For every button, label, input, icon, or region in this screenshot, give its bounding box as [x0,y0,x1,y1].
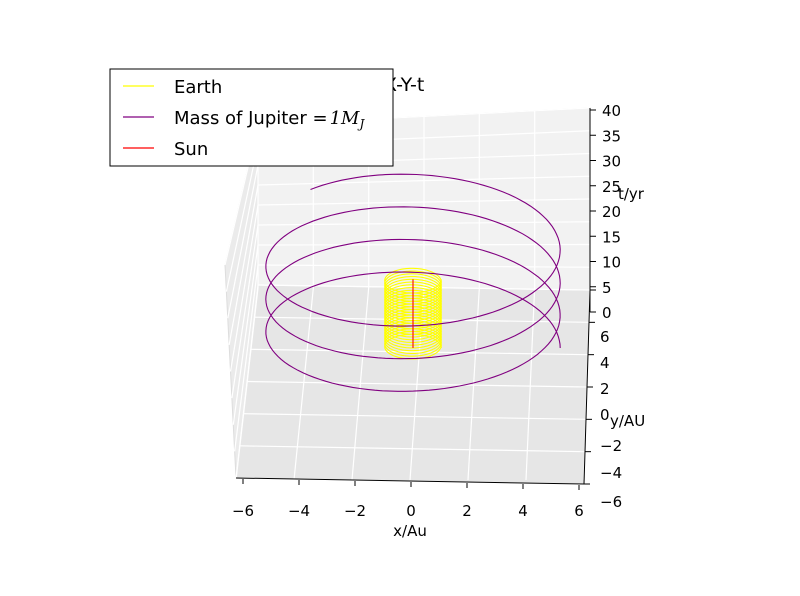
z-axis-label: t/yr [618,185,645,203]
t-tick-label: 10 [602,254,621,272]
side-gridline-t [229,204,259,372]
floor-gridline-y [246,380,588,388]
y-tick-label: −6 [600,493,622,511]
legend-label-jupiter-text: Mass of Jupiter = [174,108,328,129]
legend-label-earth: Earth [174,77,222,98]
x-tick-label: 6 [574,502,584,520]
legend-label-sun: Sun [174,139,208,160]
y-tick-label: −2 [600,437,622,455]
legend-label-jupiter-sub: J [356,117,365,131]
x-tick-label: −4 [288,502,310,520]
y-axis-label: y/AU [610,412,645,430]
x-tick-label: 0 [406,502,416,520]
t-tick-label: 20 [602,203,621,221]
y-tick-label: 2 [600,380,610,398]
floor-gridline-x [467,287,480,481]
side-gridline-t [225,144,259,292]
legend-label-jupiter: Mass of Jupiter = 1MJ [174,108,365,131]
legend-label-jupiter-math: 1M [330,108,360,129]
series-lines [265,173,561,392]
axes: −6 −4 −2 0 2 4 6 −6 −4 −2 0 2 4 6 0 5 10 15 20 25 30 35 40 [232,102,622,520]
x-axis-label: x/Au [393,522,427,540]
x-axis-line [235,477,585,485]
legend: Earth Mass of Jupiter = 1MJ Sun [109,68,394,167]
t-tick-label: 40 [602,102,621,120]
side-gridline-t [234,264,259,452]
x-tick-label: 4 [518,502,528,520]
floor-gridline-y [243,413,587,420]
t-tick-label: 30 [602,153,621,171]
side-gridline-t [231,224,259,399]
floor-gridline-x [293,287,314,481]
wall-gridline-t [257,175,591,186]
x-tick-label: −2 [344,502,366,520]
t-tick-label: 15 [602,228,621,246]
y-tick-label: 0 [600,406,610,424]
chart-title: X-Y-t [384,74,424,96]
floor-gridline-y [250,348,589,356]
t-tick-label: 35 [602,127,621,145]
y-tick-label: 4 [600,354,610,372]
side-gridline-t [235,284,259,479]
t-tick-label: 0 [602,304,612,322]
legend-box [109,68,394,167]
side-gridline-t [232,244,259,425]
floor-gridline-y [239,445,586,453]
side-gridline-t [227,164,259,319]
y-tick-label: −4 [600,464,622,482]
series-line-1 [265,173,561,392]
y-tick-label: 6 [600,328,610,346]
wall-gridline-t [257,243,591,246]
side-gridline-t [228,184,259,345]
wall-gridline-t [257,198,591,206]
t-tick-label: 5 [602,279,612,297]
x-tick-label: −6 [232,502,254,520]
t-tick-label: 25 [602,178,621,196]
floor-gridline-x [525,287,536,481]
wall-gridline-t [257,264,591,268]
x-tick-label: 2 [462,502,472,520]
wall-gridline-t [257,221,591,226]
